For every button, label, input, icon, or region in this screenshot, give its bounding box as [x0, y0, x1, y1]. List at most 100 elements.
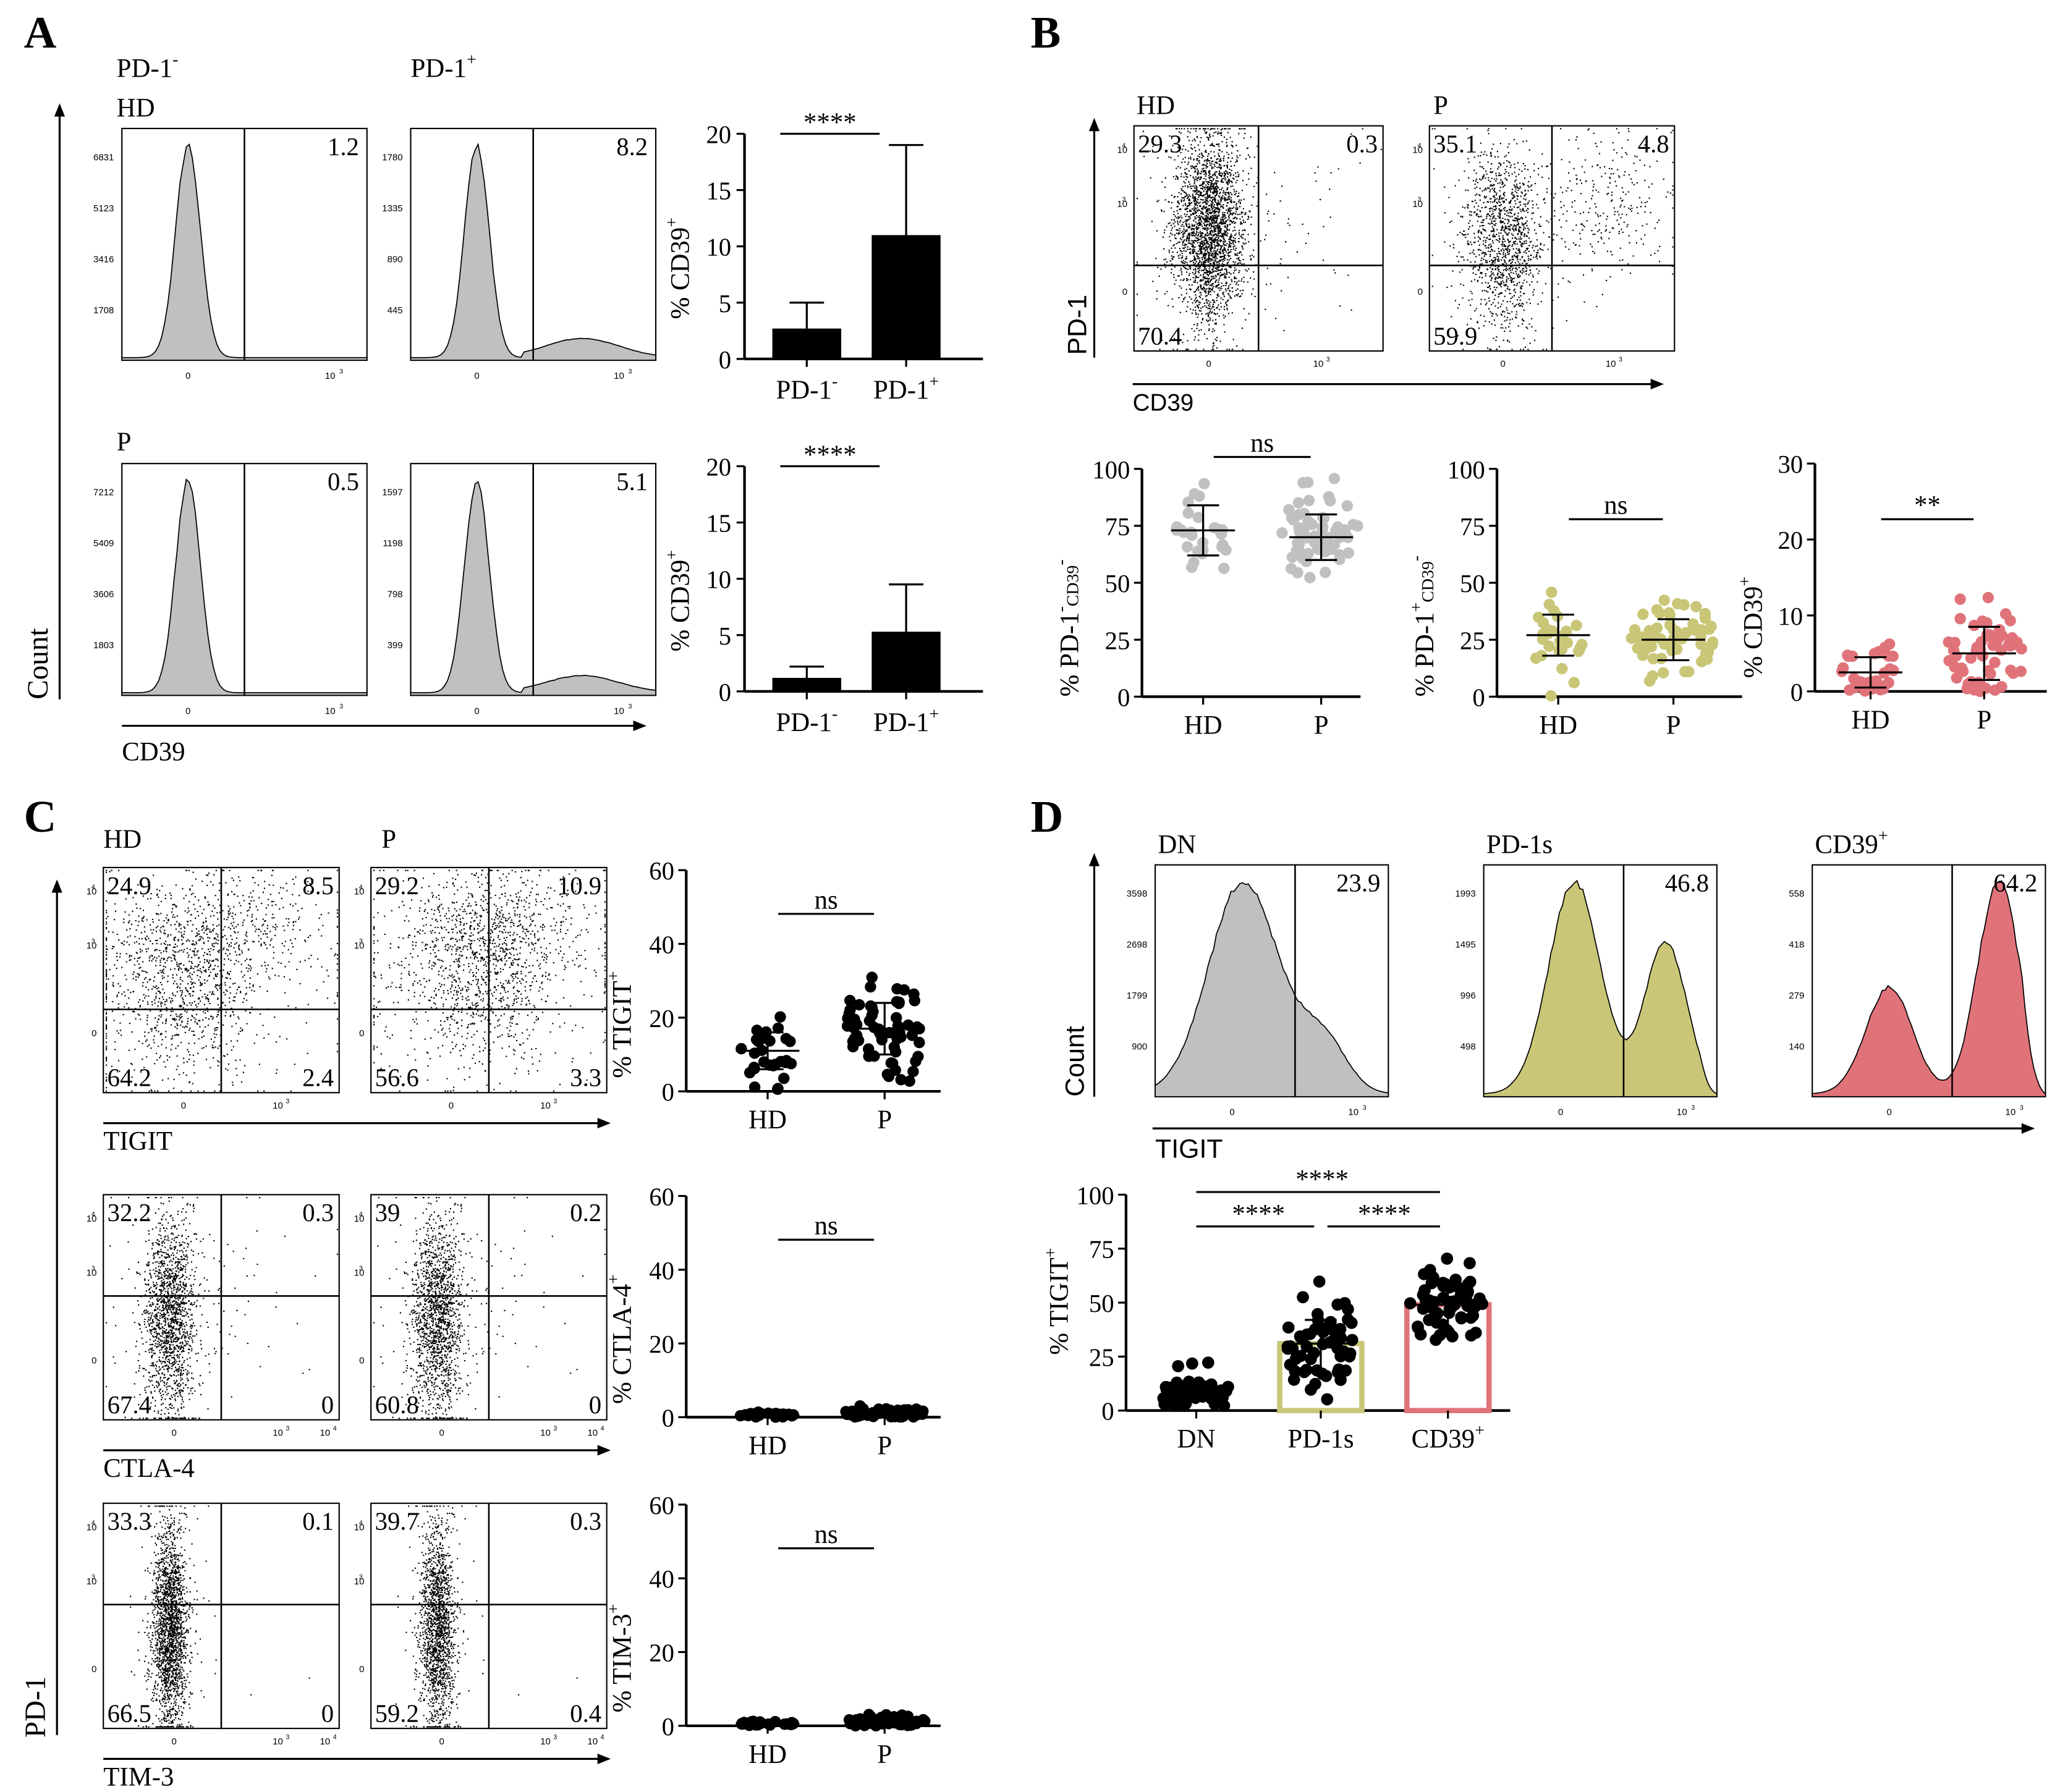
panel-b-dot-0-dot-0	[1189, 488, 1200, 500]
panel-b-dot-1-dot-1	[1706, 636, 1719, 648]
panel-a-hist-0-ytick-3: 1708	[93, 305, 114, 316]
panel-c-x-arrowhead-0	[597, 1118, 611, 1129]
panel-a-hist-3-ytick-3: 399	[388, 640, 403, 651]
panel-a-hist-2-ytick-2: 3606	[93, 590, 114, 600]
panel-b-dot-0-dot-0	[1218, 562, 1230, 574]
panel-d-bar-ytick-3: 25	[1089, 1343, 1114, 1371]
panel-a-bar-1: 20 15 10 5 0 % CD39+ PD-1- PD-1+ ****	[662, 441, 983, 737]
panel-d-hist-1: 1993 1495 996 498 46.8 0 10 3	[1455, 864, 1718, 1118]
panel-a-bar-0-ytick-4: 0	[719, 346, 731, 374]
panel-c-scatter-1-1-xtick-2: 3	[553, 1425, 557, 1432]
panel-d-hist-1-ytick-0: 1993	[1455, 889, 1475, 899]
panel-c-dot-2-sig: ns	[815, 1520, 838, 1549]
panel-b-dot-2-cat-0: HD	[1852, 706, 1890, 735]
panel-b-dot-0-dot-1	[1292, 497, 1305, 509]
panel-d-bar-sig-0: ****	[1295, 1165, 1349, 1194]
panel-b-dot-1-dot-1	[1657, 667, 1669, 679]
panel-c-scatter-2-1-xtick-3: 10	[587, 1736, 598, 1747]
panel-d-bar-dot-0	[1172, 1379, 1184, 1392]
panel-a-bar-1-sig: ****	[803, 441, 857, 470]
panel-b-dot-0-dot-1	[1287, 514, 1299, 526]
panel-a-hist-0-ytick-2: 3416	[93, 254, 114, 264]
panel-c-dot-2-dot-0	[738, 1717, 750, 1728]
panel-b-dot-0-cat-1: P	[1314, 711, 1329, 740]
panel-c-dot-0-dot-1	[889, 1046, 902, 1058]
panel-c-scatter-1-0-q-ul: 32.2	[108, 1199, 151, 1227]
panel-b-dot-0-dot-1	[1328, 473, 1341, 484]
panel-d-hist-0-ytick-0: 3598	[1127, 889, 1147, 899]
panel-c-scatter-2-1-q-ll: 59.2	[375, 1699, 419, 1727]
panel-c-scatter-0-1-ytick-1: 4	[359, 884, 363, 891]
panel-a-bar-1-ytick-2: 10	[706, 566, 731, 594]
panel-b-dot-2-ytick-0: 30	[1778, 450, 1803, 478]
panel-b-dot-2-dot-1	[1988, 636, 2000, 648]
panel-c-scatter-0-0-q-ul: 24.9	[108, 872, 151, 900]
panel-b-dot-1-dot-1	[1648, 625, 1660, 637]
panel-d-hist-1-pct: 46.8	[1665, 869, 1709, 897]
panel-c-scatter-1-1-xtick-1: 10	[540, 1427, 551, 1438]
panel-c-dot-0-dot-1	[898, 984, 910, 996]
panel-a-bar-1-bar-0	[772, 677, 842, 691]
panel-c-scatter-1-0-q-ll: 67.4	[108, 1391, 151, 1419]
panel-c-y-arrowhead	[51, 879, 62, 893]
panel-d-hist-0: 3598 2698 1799 900 23.9 0 10 3	[1127, 864, 1389, 1118]
panel-b-dot-2-dot-0	[1842, 649, 1854, 661]
panel-a-hist-2-curve	[121, 478, 368, 696]
panel-d-bar-dot-2	[1419, 1294, 1432, 1306]
panel-b-dot-1-dot-1	[1643, 675, 1656, 687]
panel-d-bar-dot-2	[1428, 1312, 1441, 1324]
panel-d-bar-ytick-1: 75	[1089, 1236, 1114, 1264]
panel-b-scatter-1-events	[1431, 128, 1674, 350]
panel-b-dot-1-dot-1	[1647, 653, 1659, 665]
panel-b-dot-0: 100 75 50 25 0 % PD-1-CD39- HD Pns	[1051, 429, 1363, 740]
panel-d-bar-dot-2	[1441, 1252, 1454, 1265]
panel-d-bar-dot-0	[1195, 1388, 1207, 1401]
panel-a-y-axis-label: Count	[22, 628, 54, 699]
panel-a-row-label-hd: HD	[117, 94, 155, 123]
panel-a-hist-2-ytick-1: 5409	[93, 538, 114, 549]
panel-a-hist-3: 1597 1198 798 399 5.1 0 10 3	[382, 463, 657, 716]
panel-c-scatter-1-0-ytick-3: 3	[91, 1265, 95, 1272]
panel-c-scatter-2-1-q-ul: 39.7	[375, 1508, 419, 1536]
panel-a-bar-1-cat-1: PD-1+	[873, 704, 939, 737]
panel-c-scatter-1-0-ytick-1: 4	[91, 1211, 95, 1218]
panel-a-hist-1: 1780 1335 890 445 8.2 0 10 3	[382, 127, 657, 381]
panel-c-scatter-2-1-ytick-2: 10	[354, 1576, 365, 1587]
panel-c-dot-1-ytick-1: 40	[649, 1257, 674, 1285]
panel-a-hist-2-ytick-3: 1803	[93, 640, 114, 651]
panel-a-hist-0-xtick-1: 10	[325, 371, 336, 381]
panel-a-bar-0: 20 15 10 5 0 % CD39+ PD-1- PD-1+ ****	[662, 108, 983, 405]
panel-b-dot-2-dot-1	[1968, 619, 1980, 632]
panel-d-bar-dot-2	[1475, 1297, 1488, 1309]
panel-c-scatter-0-1-ytick-0: 10	[354, 887, 365, 897]
panel-c-scatter-1-0-events	[106, 1196, 339, 1419]
panel-c-dot-0-dot-0	[785, 1058, 797, 1070]
panel-a-bar-1-ytick-0: 20	[706, 453, 731, 481]
panel-b-dot-2-sig: **	[1914, 491, 1941, 520]
panel-b-dot-0-ytick-1: 75	[1105, 513, 1130, 541]
panel-c-scatter-0-1-xtick-0: 0	[449, 1101, 454, 1111]
panel-b-dot-0-ylabel: % PD-1-CD39-	[1051, 559, 1084, 696]
panel-a-bar-0-ylabel: % CD39+	[662, 218, 695, 319]
panel-d-hist-0-ytick-1: 2698	[1127, 940, 1147, 950]
panel-b-dot-2-dot-1	[1943, 636, 1954, 648]
panel-b-dot-1-dot-0	[1546, 625, 1558, 637]
panel-c-dot-1-ytick-0: 60	[649, 1183, 674, 1211]
panel-c-scatter-2-0-ytick-4: 0	[91, 1664, 96, 1675]
panel-c-dot-0-dot-1	[854, 999, 865, 1011]
panel-b-dot-1-dot-1	[1697, 655, 1708, 667]
panel-d-x-axis-label: TIGIT	[1155, 1134, 1223, 1164]
panel-c-dot-1-cat-1: P	[877, 1431, 892, 1460]
panel-c-scatter-1-1-xtick-0: 0	[439, 1427, 444, 1438]
panel-c-scatter-0-1-ytick-3: 3	[359, 938, 363, 945]
panel-b-dot-2-dot-1	[1999, 608, 2012, 620]
panel-c-scatter-2-0-q-ur: 0.1	[302, 1508, 334, 1536]
panel-b-dot-0-dot-1	[1302, 476, 1314, 488]
panel-c-dot-0-dot-1	[891, 1012, 902, 1024]
panel-b-dot-0-dot-1	[1339, 524, 1351, 536]
panel-c-scatter-1-1-q-ul: 39	[375, 1199, 401, 1227]
panel-a-x-arrowhead	[633, 721, 646, 732]
panel-d-hist-1-ytick-1: 1495	[1455, 940, 1475, 950]
panel-b-scatter-1-xtick-0: 0	[1501, 359, 1506, 370]
